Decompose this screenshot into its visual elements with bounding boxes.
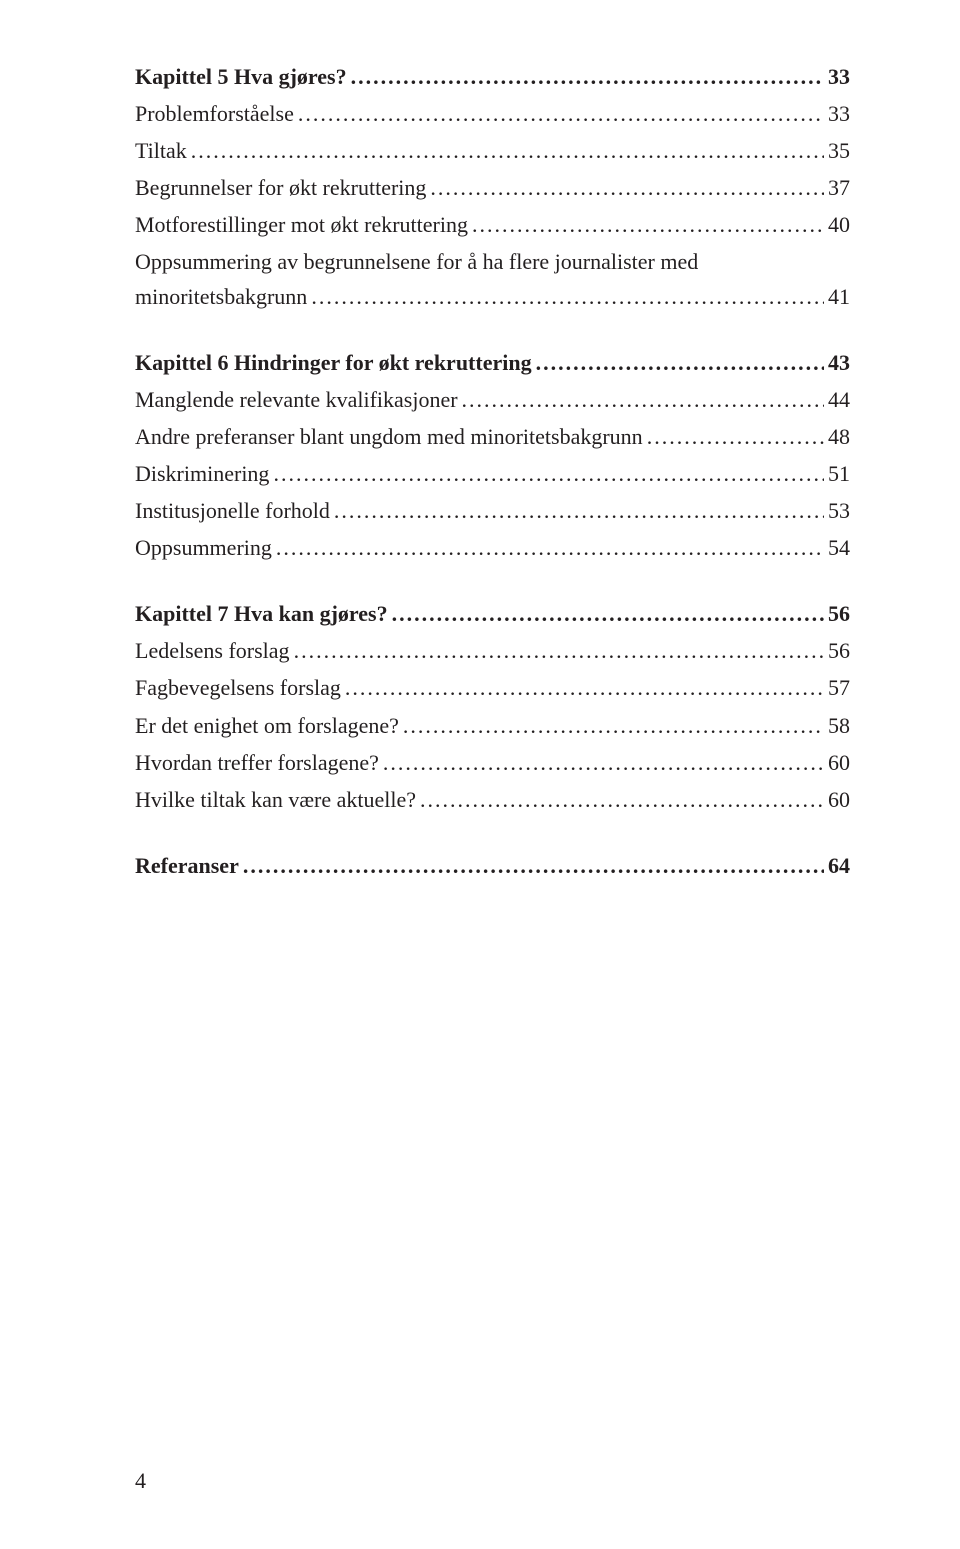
toc-entry-page: 51	[824, 457, 850, 491]
toc-entry-page: 35	[824, 134, 850, 168]
toc-entry: Oppsummering av begrunnelsene for å ha f…	[135, 245, 850, 313]
toc-entry: Manglende relevante kvalifikasjoner 44	[135, 383, 850, 417]
toc-leader-dots	[347, 60, 824, 94]
toc-leader-dots	[468, 208, 824, 242]
toc-leader-dots	[290, 634, 824, 668]
toc-entry: Hvordan treffer forslagene? 60	[135, 746, 850, 780]
toc-entry-label: minoritetsbakgrunn	[135, 280, 307, 314]
toc-leader-dots	[269, 457, 824, 491]
toc-leader-dots	[294, 97, 824, 131]
toc-leader-dots	[388, 597, 824, 631]
toc-entry-label: Problemforståelse	[135, 97, 294, 131]
toc-leader-dots	[458, 383, 824, 417]
toc-entry-page: 56	[824, 597, 850, 631]
toc-entry-label: Hvilke tiltak kan være aktuelle?	[135, 783, 416, 817]
page-number: 4	[135, 1468, 146, 1494]
toc-entry-label: Hvordan treffer forslagene?	[135, 746, 379, 780]
toc-leader-dots	[532, 346, 824, 380]
toc-leader-dots	[399, 709, 824, 743]
toc-entry-page: 44	[824, 383, 850, 417]
toc-entry-page: 60	[824, 746, 850, 780]
toc-leader-dots	[187, 134, 824, 168]
toc-entry-page: 33	[824, 97, 850, 131]
toc-entry: Kapittel 6 Hindringer for økt rekrutteri…	[135, 346, 850, 380]
toc-entry-label: Er det enighet om forslagene?	[135, 709, 399, 743]
toc-entry-label: Begrunnelser for økt rekruttering	[135, 171, 426, 205]
toc-entry-page: 41	[824, 280, 850, 314]
toc-entry: Kapittel 7 Hva kan gjøres? 56	[135, 597, 850, 631]
toc-entry-page: 40	[824, 208, 850, 242]
toc-entry: Begrunnelser for økt rekruttering 37	[135, 171, 850, 205]
toc-entry-page: 43	[824, 346, 850, 380]
toc-entry: Diskriminering 51	[135, 457, 850, 491]
toc-entry: Ledelsens forslag 56	[135, 634, 850, 668]
toc-entry-page: 58	[824, 709, 850, 743]
toc-entry-page: 57	[824, 671, 850, 705]
toc-entry-page: 60	[824, 783, 850, 817]
toc-entry-page: 48	[824, 420, 850, 454]
toc-entry-label: Ledelsens forslag	[135, 634, 290, 668]
toc-entry-page: 64	[824, 849, 850, 883]
toc-entry-label: Kapittel 7 Hva kan gjøres?	[135, 597, 388, 631]
toc-entry-label: Diskriminering	[135, 457, 269, 491]
toc-entry-label: Fagbevegelsens forslag	[135, 671, 341, 705]
toc-entry: Andre preferanser blant ungdom med minor…	[135, 420, 850, 454]
toc-entry: Institusjonelle forhold 53	[135, 494, 850, 528]
toc-entry-label: Oppsummering av begrunnelsene for å ha f…	[135, 245, 850, 279]
toc-entry-page: 53	[824, 494, 850, 528]
toc-entry-page: 33	[824, 60, 850, 94]
toc-leader-dots	[272, 531, 824, 565]
toc-leader-dots	[239, 849, 824, 883]
toc-entry-label: Motforestillinger mot økt rekruttering	[135, 208, 468, 242]
toc-entry: Oppsummering 54	[135, 531, 850, 565]
toc-entry-label: Institusjonelle forhold	[135, 494, 330, 528]
toc-leader-dots	[330, 494, 824, 528]
toc-entry-page: 56	[824, 634, 850, 668]
toc-entry: Fagbevegelsens forslag 57	[135, 671, 850, 705]
toc-entry: Tiltak 35	[135, 134, 850, 168]
toc-leader-dots	[379, 746, 824, 780]
toc-entry-label: Tiltak	[135, 134, 187, 168]
toc-entry-label: Oppsummering	[135, 531, 272, 565]
toc-entry: Hvilke tiltak kan være aktuelle? 60	[135, 783, 850, 817]
toc-leader-dots	[341, 671, 824, 705]
toc-entry-label: Manglende relevante kvalifikasjoner	[135, 383, 458, 417]
table-of-contents: Kapittel 5 Hva gjøres?33Problemforståels…	[135, 60, 850, 883]
toc-entry: Motforestillinger mot økt rekruttering 40	[135, 208, 850, 242]
toc-entry: Problemforståelse 33	[135, 97, 850, 131]
toc-leader-dots	[307, 280, 824, 314]
toc-entry-label: Andre preferanser blant ungdom med minor…	[135, 420, 643, 454]
toc-entry: Referanser 64	[135, 849, 850, 883]
toc-entry-page: 54	[824, 531, 850, 565]
toc-entry: Er det enighet om forslagene? 58	[135, 709, 850, 743]
toc-leader-dots	[643, 420, 824, 454]
toc-leader-dots	[426, 171, 824, 205]
toc-leader-dots	[416, 783, 824, 817]
toc-entry-label: Kapittel 6 Hindringer for økt rekrutteri…	[135, 346, 532, 380]
toc-entry: Kapittel 5 Hva gjøres? 33	[135, 60, 850, 94]
toc-entry-label: Kapittel 5 Hva gjøres?	[135, 60, 347, 94]
toc-entry-page: 37	[824, 171, 850, 205]
toc-entry-label: Referanser	[135, 849, 239, 883]
